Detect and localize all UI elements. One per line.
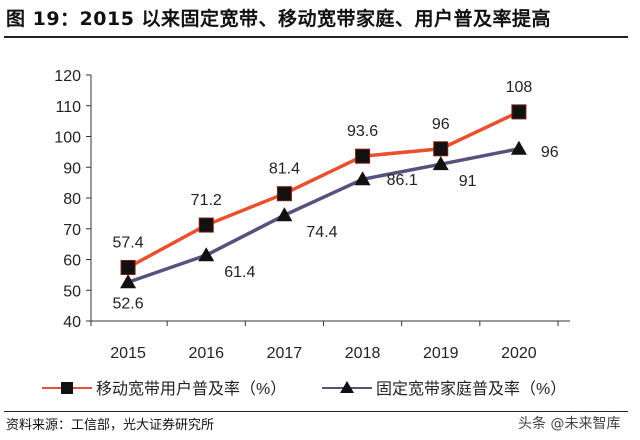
- x-tick-label: 2015: [110, 345, 146, 362]
- x-tick-label: 2020: [501, 345, 537, 362]
- data-label: 96: [432, 116, 450, 133]
- series-line-mobile: [127, 110, 520, 270]
- data-label: 91: [459, 173, 477, 190]
- watermark: 头条 @未来智库: [518, 416, 621, 432]
- title-divider: [4, 36, 628, 38]
- data-label: 86.1: [387, 172, 418, 189]
- footer-divider: [4, 411, 628, 412]
- data-point-square: [355, 148, 371, 164]
- data-label: 57.4: [113, 234, 144, 251]
- data-label: 61.4: [224, 264, 255, 281]
- data-point-square: [198, 217, 214, 233]
- x-tick-label: 2017: [267, 345, 303, 362]
- y-tick-label: 100: [54, 130, 81, 147]
- data-label: 81.4: [269, 161, 300, 178]
- data-point-square: [276, 186, 292, 202]
- data-point-square: [511, 104, 527, 120]
- x-tick-label: 2019: [423, 345, 459, 362]
- y-tick-label: 80: [63, 191, 81, 208]
- data-point-square: [433, 141, 449, 157]
- x-tick-label: 2018: [345, 345, 381, 362]
- data-label: 96: [541, 144, 559, 161]
- y-tick-label: 40: [63, 314, 81, 331]
- chart-title: 图 19：2015 以来固定宽带、移动宽带家庭、用户普及率提高: [6, 8, 552, 30]
- data-point-triangle: [432, 156, 449, 171]
- data-label: 71.2: [191, 192, 222, 209]
- legend-label-mobile: 移动宽带用户普及率（%）: [96, 380, 286, 398]
- source-note: 资料来源：工信部，光大证券研究所: [6, 418, 215, 433]
- line-chart: 40 50 60 70 80 90 100 110 120 2015 2016 2017 2018 201…: [42, 68, 570, 398]
- data-point-triangle: [276, 207, 293, 222]
- series-line-fixed: [127, 147, 520, 284]
- y-tick-label: 90: [63, 160, 81, 177]
- x-tick-label: 2016: [188, 345, 224, 362]
- data-label: 93.6: [347, 123, 378, 140]
- data-point-triangle: [198, 247, 215, 262]
- data-label: 52.6: [113, 295, 144, 312]
- data-label: 74.4: [306, 224, 337, 241]
- data-point-triangle: [120, 274, 137, 289]
- data-point-triangle: [510, 140, 527, 155]
- legend-marker-square: [61, 382, 73, 394]
- y-tick-label: 60: [63, 253, 81, 270]
- y-tick-label: 50: [63, 283, 81, 300]
- y-tick-label: 110: [55, 99, 81, 116]
- data-label: 108: [506, 79, 533, 96]
- data-point-triangle: [354, 171, 371, 186]
- legend-marker-triangle: [340, 381, 354, 393]
- y-tick-label: 70: [63, 222, 81, 239]
- legend-label-fixed: 固定宽带家庭普及率（%）: [376, 380, 566, 398]
- data-point-square: [120, 259, 136, 275]
- y-tick-label: 120: [54, 68, 81, 85]
